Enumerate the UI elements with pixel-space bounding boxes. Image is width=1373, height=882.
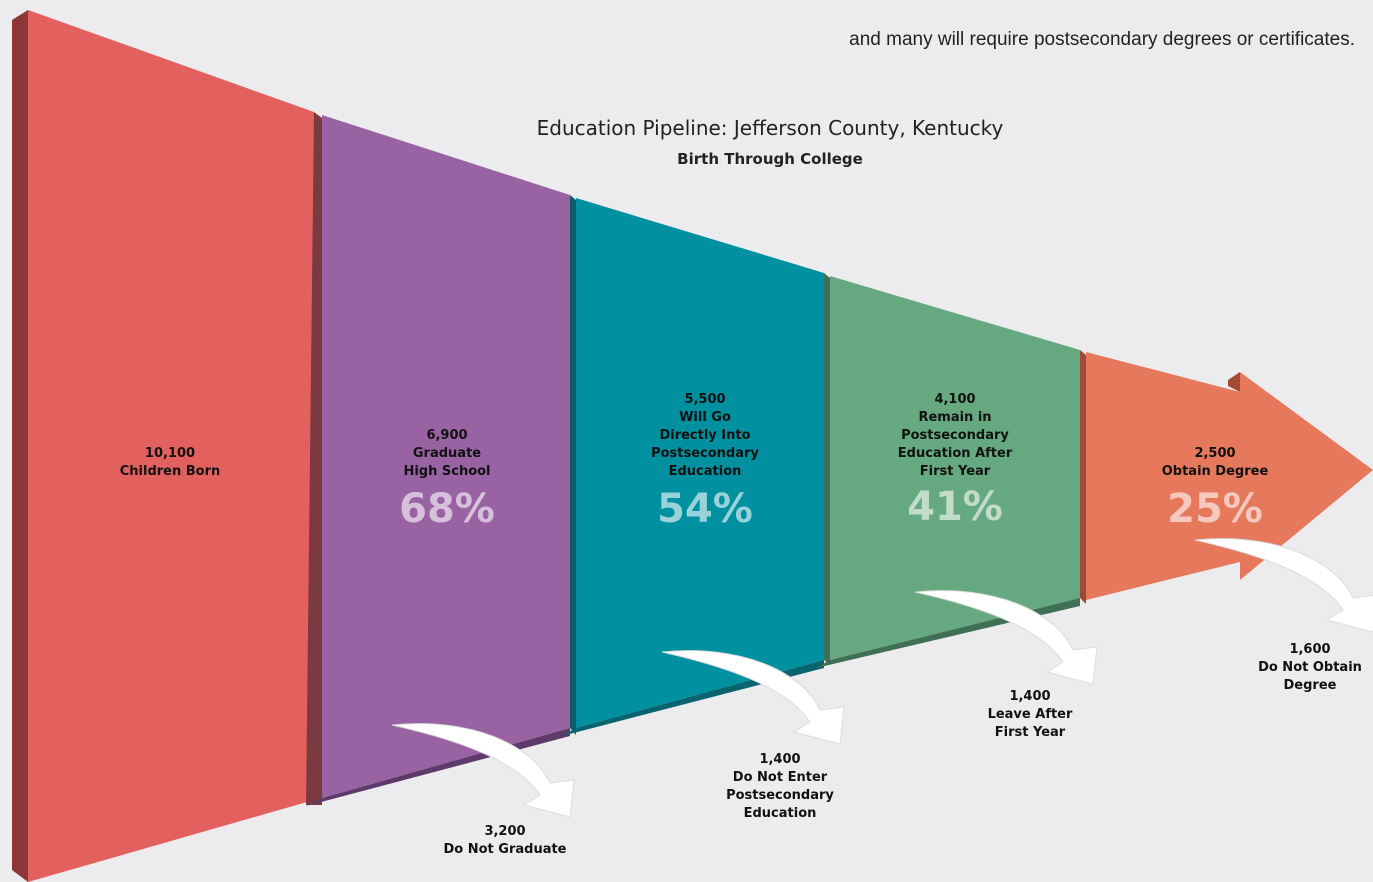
header-text: and many will require postsecondary degr… — [849, 29, 1355, 50]
dropout-arrow — [1194, 538, 1373, 633]
stage-value: 2,500 — [1194, 446, 1235, 461]
stage-percent: 54% — [657, 486, 753, 532]
stage — [28, 10, 314, 882]
subtitle: Birth Through College — [677, 150, 863, 168]
stage-label: High School — [403, 464, 490, 479]
stage-label: Graduate — [413, 446, 481, 461]
stage-value: 10,100 — [145, 446, 195, 461]
stage — [576, 198, 824, 728]
stage-edge — [570, 195, 576, 735]
dropout-label: Do Not Obtain — [1258, 660, 1362, 675]
dropout-label: Do Not Enter — [733, 770, 828, 785]
stage-value: 6,900 — [426, 428, 467, 443]
dropout-label: First Year — [995, 725, 1066, 740]
stage-label: Education — [669, 464, 742, 479]
stage-percent: 68% — [399, 486, 495, 532]
dropout-label: Degree — [1284, 678, 1337, 693]
stage-label: First Year — [920, 464, 991, 479]
stage-label: Postsecondary — [651, 446, 759, 461]
stage — [322, 115, 570, 798]
stage-edge — [12, 10, 28, 882]
stage-label: Directly Into — [659, 428, 750, 443]
title: Education Pipeline: Jefferson County, Ke… — [537, 116, 1004, 140]
stage-label: Obtain Degree — [1162, 464, 1269, 479]
stage-label: Remain in — [918, 410, 991, 425]
dropout-label: Postsecondary — [726, 788, 834, 803]
stage-label: Postsecondary — [901, 428, 1009, 443]
stage-edge — [1080, 350, 1086, 604]
stage-label: Children Born — [120, 464, 221, 479]
stage-label: Will Go — [679, 410, 731, 425]
arrow-stage — [1086, 352, 1373, 600]
stage-label: Education After — [898, 446, 1013, 461]
dropout-value: 1,400 — [759, 752, 800, 767]
stage — [830, 276, 1080, 660]
dropout-value: 3,200 — [484, 824, 525, 839]
stage-percent: 25% — [1167, 486, 1263, 532]
stage-value: 5,500 — [684, 392, 725, 407]
dropout-arrow — [914, 590, 1098, 685]
dropout-label: Leave After — [988, 707, 1073, 722]
dropout-value: 1,600 — [1289, 642, 1330, 657]
stage-edge — [824, 273, 830, 665]
dropout-arrow — [661, 650, 845, 745]
dropout-arrow — [391, 723, 575, 818]
dropout-value: 1,400 — [1009, 689, 1050, 704]
dropout-label: Do Not Graduate — [443, 842, 566, 857]
stage-value: 4,100 — [934, 392, 975, 407]
stage-edge — [306, 112, 322, 805]
dropout-label: Education — [744, 806, 817, 821]
stage-percent: 41% — [907, 484, 1003, 530]
stage-edge — [1228, 372, 1240, 392]
